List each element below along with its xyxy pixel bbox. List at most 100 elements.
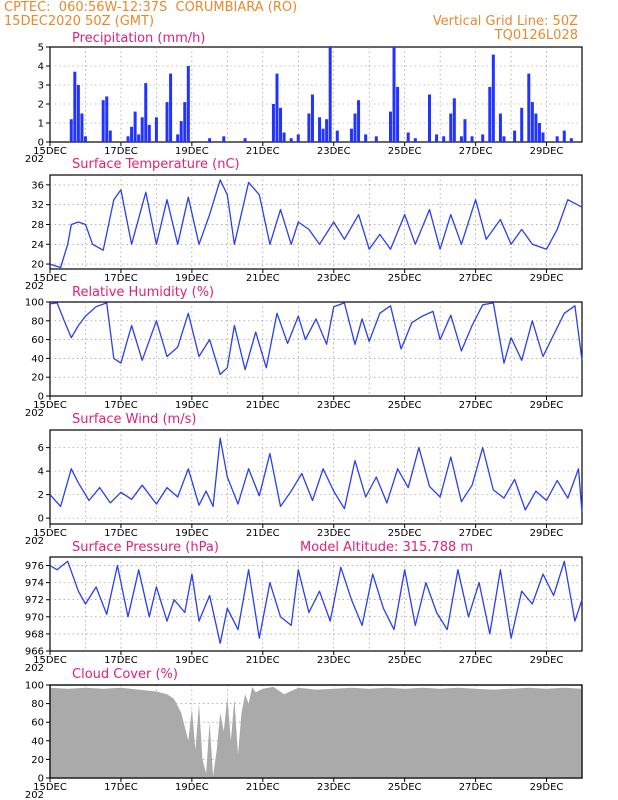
precip-bar [186,66,190,142]
precip-bar [569,138,573,142]
x-year-label: 202 [25,663,44,674]
x-tick-label: 17DEC [104,655,138,666]
x-tick-label: 29DEC [530,782,564,793]
precip-bar [271,104,275,142]
precip-bar [282,132,286,142]
precip-bar [530,102,534,142]
y-tick-label: 2 [38,490,44,501]
precip-bar [406,132,410,142]
y-tick-label: 32 [31,200,44,211]
precip-bar [442,136,446,142]
x-tick-label: 25DEC [388,528,422,539]
y-tick-label: 4 [38,62,44,73]
y-tick-label: 4 [38,467,44,478]
y-tick-label: 20 [31,373,44,384]
precip-bar [296,134,300,142]
precip-bar [353,113,357,142]
x-tick-label: 27DEC [459,655,493,666]
precip-bar [498,113,502,142]
precip-bar [388,111,392,142]
y-tick-label: 24 [31,240,44,251]
precip-bar [108,130,112,142]
precip-bar [413,138,417,142]
x-tick-label: 15DEC [33,146,67,157]
x-tick-label: 19DEC [175,400,209,411]
precip-bar [513,130,517,142]
x-tick-label: 17DEC [104,146,138,157]
x-tick-label: 27DEC [459,528,493,539]
plot-frame [49,46,583,143]
x-tick-label: 29DEC [530,146,564,157]
precip-bar [133,111,137,142]
y-tick-label: 966 [25,647,44,658]
x-tick-label: 29DEC [530,655,564,666]
x-tick-label: 19DEC [175,273,209,284]
precip-bar [176,134,180,142]
precip-bar [76,85,80,142]
plot-frame [49,429,583,525]
y-tick-label: 20 [31,755,44,766]
y-tick-label: 36 [31,180,44,191]
y-tick-label: 0 [38,138,44,149]
x-tick-label: 21DEC [246,146,280,157]
x-tick-label: 17DEC [104,273,138,284]
x-tick-label: 23DEC [317,146,351,157]
precip-bar [349,128,353,142]
x-tick-label: 23DEC [317,528,351,539]
x-tick-label: 25DEC [388,782,422,793]
precip-bar [541,132,545,142]
precip-bar [289,138,293,142]
precip-bar [279,107,283,142]
x-tick-label: 29DEC [530,400,564,411]
precip-bar [137,134,141,142]
y-tick-label: 28 [31,220,44,231]
precip-bar [144,83,148,142]
panel-5: 966 968 970 972 974 976 15DEC 17DEC 19DEC 21DEC 23… [25,540,583,674]
precip-bar [179,121,183,142]
precip-bar [452,98,456,142]
y-tick-label: 970 [25,612,44,623]
panel-annotation: Model Altitude: 315.788 m [300,540,473,555]
panel-1: 0 1 2 3 4 5 15DEC 17DEC 19DEC 21DEC 23DEC 25DEC 27DE… [25,31,583,165]
x-tick-label: 25DEC [388,146,422,157]
x-tick-label: 21DEC [246,273,280,284]
x-tick-label: 23DEC [317,400,351,411]
y-tick-label: 100 [25,681,44,692]
precip-bar [534,113,538,142]
plot-frame [49,556,583,652]
precip-bar [183,102,187,142]
y-tick-label: 974 [25,578,44,589]
series-line [49,302,583,376]
x-tick-label: 17DEC [104,400,138,411]
precip-bar [555,136,559,142]
precip-bar [491,54,495,142]
x-tick-label: 23DEC [317,655,351,666]
x-tick-label: 15DEC [33,400,67,411]
x-tick-label: 29DEC [530,528,564,539]
x-tick-label: 27DEC [459,146,493,157]
y-tick-label: 80 [31,699,44,710]
header-model-code: TQ0126L028 [494,28,578,43]
precip-bar [154,117,158,142]
x-tick-label: 23DEC [317,273,351,284]
header-datetime: 15DEC2020 50Z (GMT) [4,14,155,29]
precip-bar [520,107,524,142]
x-tick-label: 21DEC [246,782,280,793]
header-station: CPTEC: 060:56W-12:37S CORUMBIARA (RO) [4,0,298,15]
x-tick-label: 21DEC [246,400,280,411]
y-tick-label: 20 [31,260,44,271]
panel-2: 20 24 28 32 36 15DEC 17DEC 19DEC 21DEC 23DEC 25DEC… [25,157,583,292]
precip-bar [357,100,361,142]
x-year-label: 202 [25,536,44,547]
x-tick-label: 29DEC [530,273,564,284]
panel-4: 0 2 4 6 15DEC 17DEC 19DEC 21DEC 23DEC 25DEC 27DEC 2… [25,412,583,547]
precip-bar [427,94,431,142]
precip-bar [275,73,279,142]
precip-bar [325,119,329,142]
y-tick-label: 5 [38,43,44,54]
x-year-label: 202 [25,408,44,419]
precip-bar [147,124,151,142]
panel-title: Surface Wind (m/s) [72,412,196,427]
panel-title: Surface Pressure (hPa) [72,540,219,555]
